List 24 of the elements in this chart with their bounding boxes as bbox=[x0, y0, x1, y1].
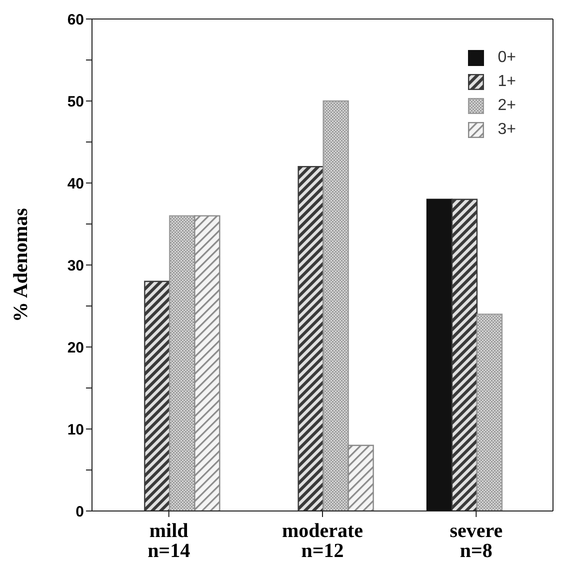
y-tick-label: 20 bbox=[67, 339, 84, 356]
legend-label: 3+ bbox=[498, 120, 516, 140]
x-tick-label: mild n=14 bbox=[148, 520, 190, 562]
bar bbox=[169, 215, 196, 511]
bar bbox=[298, 166, 324, 511]
bar bbox=[476, 314, 503, 511]
y-tick-label: 10 bbox=[67, 421, 84, 438]
bar bbox=[348, 444, 374, 511]
x-tick-label: moderate n=12 bbox=[282, 520, 364, 562]
legend-label: 1+ bbox=[498, 72, 516, 92]
y-tick-label: 30 bbox=[67, 257, 84, 274]
legend-label: 2+ bbox=[498, 96, 516, 116]
y-tick-label: 50 bbox=[67, 93, 84, 110]
y-tick-label: 40 bbox=[67, 175, 84, 192]
bar bbox=[426, 198, 453, 511]
bar bbox=[451, 198, 478, 511]
y-tick-label: 60 bbox=[67, 11, 84, 28]
y-tick-label: 0 bbox=[76, 503, 84, 520]
x-tick-label: severe n=8 bbox=[450, 520, 503, 562]
bar bbox=[144, 280, 170, 511]
y-axis-title: % Adenomas bbox=[10, 208, 32, 322]
bar bbox=[322, 100, 349, 511]
bar bbox=[194, 215, 220, 511]
legend-label: 0+ bbox=[498, 48, 516, 68]
